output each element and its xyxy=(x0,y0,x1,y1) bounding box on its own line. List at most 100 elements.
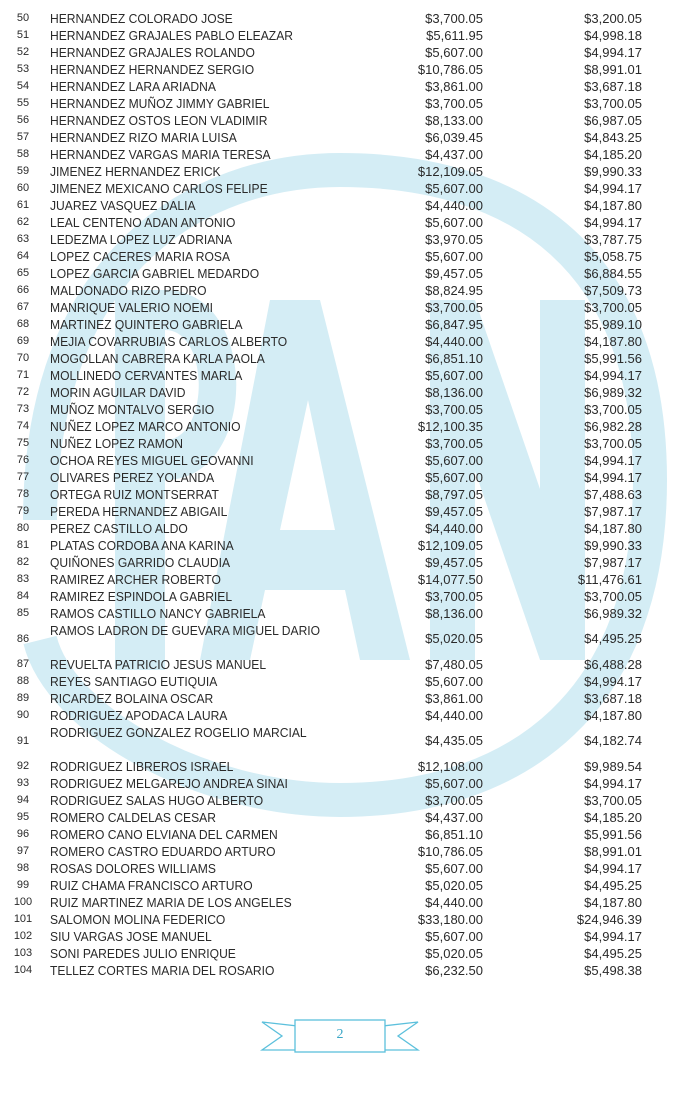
table-row: 70 MOGOLLAN CABRERA KARLA PAOLA $6,851.10 $… xyxy=(0,350,680,367)
amount-net: $4,187.80 xyxy=(584,708,642,723)
amount-net: $11,476.61 xyxy=(577,572,642,587)
table-row: 104 TELLEZ CORTES MARIA DEL ROSARIO $6,232… xyxy=(0,962,680,979)
employee-name: NUÑEZ LOPEZ RAMON xyxy=(50,436,184,451)
table-row: 66 MALDONADO RIZO PEDRO $8,824.95 $7,509.73 xyxy=(0,282,680,299)
amount-gross: $3,700.05 xyxy=(425,11,483,26)
row-number: 83 xyxy=(16,573,30,585)
employee-name: RODRIGUEZ LIBREROS ISRAEL xyxy=(50,759,234,774)
row-number: 77 xyxy=(16,471,30,483)
employee-name: ROSAS DOLORES WILLIAMS xyxy=(50,861,216,876)
amount-net: $4,187.80 xyxy=(584,334,642,349)
employee-name: MORIN AGUILAR DAVID xyxy=(50,385,186,400)
row-number: 85 xyxy=(16,607,30,619)
row-number: 56 xyxy=(16,114,30,126)
table-row: 61 JUAREZ VASQUEZ DALIA $4,440.00 $4,187.80 xyxy=(0,197,680,214)
amount-gross: $6,232.50 xyxy=(425,963,483,978)
amount-gross: $5,020.05 xyxy=(425,878,483,893)
table-row: 95 ROMERO CALDELAS CESAR $4,437.00 $4,185.2… xyxy=(0,809,680,826)
amount-net: $6,982.28 xyxy=(584,419,642,434)
row-number: 68 xyxy=(16,318,30,330)
table-row: 53 HERNANDEZ HERNANDEZ SERGIO $10,786.05 $8… xyxy=(0,61,680,78)
employee-name: RODRIGUEZ GONZALEZ ROGELIO MARCIAL xyxy=(50,725,307,740)
amount-net: $4,994.17 xyxy=(584,45,642,60)
row-number: 95 xyxy=(16,811,30,823)
amount-gross: $3,970.05 xyxy=(425,232,483,247)
amount-net: $4,998.18 xyxy=(584,28,642,43)
table-row: 57 HERNANDEZ RIZO MARIA LUISA $6,039.45 $4,… xyxy=(0,129,680,146)
amount-net: $5,989.10 xyxy=(584,317,642,332)
table-row: 75 NUÑEZ LOPEZ RAMON $3,700.05 $3,700.05 xyxy=(0,435,680,452)
employee-name: SONI PAREDES JULIO ENRIQUE xyxy=(50,946,236,961)
row-number: 74 xyxy=(16,420,30,432)
row-number: 71 xyxy=(16,369,30,381)
amount-net: $5,498.38 xyxy=(584,963,642,978)
amount-net: $8,991.01 xyxy=(584,62,642,77)
table-row: 50 HERNANDEZ COLORADO JOSE $3,700.05 $3,200… xyxy=(0,10,680,27)
row-number: 69 xyxy=(16,335,30,347)
employee-name: SALOMON MOLINA FEDERICO xyxy=(50,912,226,927)
table-row: 82 QUIÑONES GARRIDO CLAUDIA $9,457.05 $7,98… xyxy=(0,554,680,571)
amount-net: $4,187.80 xyxy=(584,198,642,213)
row-number: 61 xyxy=(16,199,30,211)
amount-net: $4,843.25 xyxy=(584,130,642,145)
amount-gross: $3,861.00 xyxy=(425,691,483,706)
row-number: 98 xyxy=(16,862,30,874)
employee-name: RICARDEZ BOLAINA OSCAR xyxy=(50,691,214,706)
row-number: 84 xyxy=(16,590,30,602)
row-number: 63 xyxy=(16,233,30,245)
employee-name: MALDONADO RIZO PEDRO xyxy=(50,283,207,298)
row-number: 57 xyxy=(16,131,30,143)
row-number: 102 xyxy=(13,930,33,942)
employee-name: HERNANDEZ OSTOS LEON VLADIMIR xyxy=(50,113,268,128)
table-row: 96 ROMERO CANO ELVIANA DEL CARMEN $6,851.1… xyxy=(0,826,680,843)
table-row: 91 RODRIGUEZ GONZALEZ ROGELIO MARCIAL $4,4… xyxy=(0,724,680,758)
table-row: 86 RAMOS LADRON DE GUEVARA MIGUEL DARIO $5… xyxy=(0,622,680,656)
table-row: 55 HERNANDEZ MUÑOZ JIMMY GABRIEL $3,700.05… xyxy=(0,95,680,112)
amount-gross: $5,607.00 xyxy=(425,249,483,264)
row-number: 88 xyxy=(16,675,30,687)
amount-gross: $4,440.00 xyxy=(425,334,483,349)
table-row: 84 RAMIREZ ESPINDOLA GABRIEL $3,700.05 $3,7… xyxy=(0,588,680,605)
amount-gross: $8,136.00 xyxy=(425,606,483,621)
amount-gross: $14,077.50 xyxy=(417,572,483,587)
employee-name: HERNANDEZ GRAJALES ROLANDO xyxy=(50,45,255,60)
employee-name: ORTEGA RUIZ MONTSERRAT xyxy=(50,487,219,502)
amount-gross: $12,109.05 xyxy=(417,164,483,179)
table-row: 76 OCHOA REYES MIGUEL GEOVANNI $5,607.00 $4… xyxy=(0,452,680,469)
row-number: 51 xyxy=(16,29,30,41)
amount-gross: $8,136.00 xyxy=(425,385,483,400)
table-row: 69 MEJIA COVARRUBIAS CARLOS ALBERTO $4,440… xyxy=(0,333,680,350)
amount-gross: $10,786.05 xyxy=(417,844,483,859)
employee-name: RODRIGUEZ MELGAREJO ANDREA SINAI xyxy=(50,776,288,791)
row-number: 79 xyxy=(16,505,30,517)
amount-gross: $5,611.95 xyxy=(426,28,483,43)
amount-net: $4,187.80 xyxy=(584,521,642,536)
table-row: 102 SIU VARGAS JOSE MANUEL $5,607.00 $4,994… xyxy=(0,928,680,945)
amount-net: $4,187.80 xyxy=(584,895,642,910)
employee-name: ROMERO CASTRO EDUARDO ARTURO xyxy=(50,844,276,859)
amount-gross: $5,607.00 xyxy=(425,674,483,689)
table-row: 52 HERNANDEZ GRAJALES ROLANDO $5,607.00 $4,… xyxy=(0,44,680,61)
employee-name: RUIZ CHAMA FRANCISCO ARTURO xyxy=(50,878,253,893)
amount-net: $4,994.17 xyxy=(584,929,642,944)
amount-net: $6,987.05 xyxy=(584,113,642,128)
amount-net: $4,182.74 xyxy=(584,733,642,748)
amount-net: $3,200.05 xyxy=(584,11,642,26)
employee-name: PEREZ CASTILLO ALDO xyxy=(50,521,188,536)
table-row: 63 LEDEZMA LOPEZ LUZ ADRIANA $3,970.05 $3,7… xyxy=(0,231,680,248)
amount-net: $3,687.18 xyxy=(584,691,642,706)
amount-net: $4,994.17 xyxy=(584,215,642,230)
amount-gross: $5,607.00 xyxy=(425,368,483,383)
amount-net: $3,700.05 xyxy=(584,402,642,417)
amount-net: $4,495.25 xyxy=(584,878,642,893)
amount-net: $8,991.01 xyxy=(584,844,642,859)
amount-gross: $9,457.05 xyxy=(425,555,483,570)
amount-gross: $4,440.00 xyxy=(425,198,483,213)
employee-name: HERNANDEZ HERNANDEZ SERGIO xyxy=(50,62,255,77)
row-number: 50 xyxy=(16,12,30,24)
amount-gross: $7,480.05 xyxy=(425,657,483,672)
table-row: 71 MOLLINEDO CERVANTES MARLA $5,607.00 $4,9… xyxy=(0,367,680,384)
table-row: 80 PEREZ CASTILLO ALDO $4,440.00 $4,187.80 xyxy=(0,520,680,537)
employee-name: MARTINEZ QUINTERO GABRIELA xyxy=(50,317,243,332)
row-number: 103 xyxy=(13,947,33,959)
